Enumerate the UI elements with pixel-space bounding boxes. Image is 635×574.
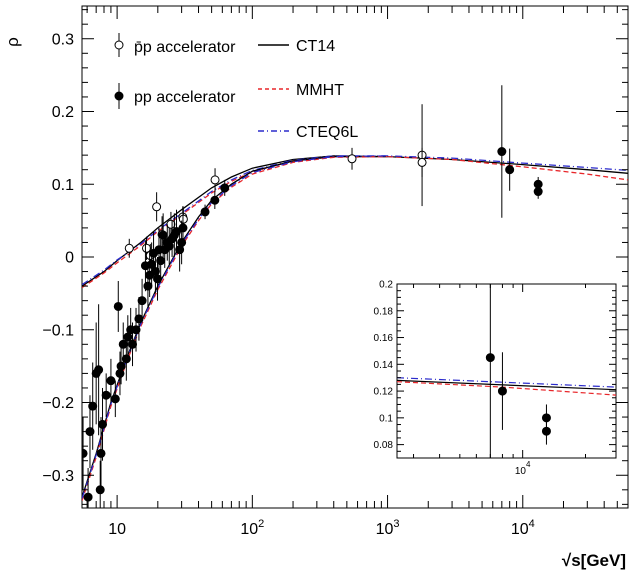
data-point-filled <box>210 195 220 205</box>
tick-label: 0 <box>65 250 74 267</box>
legend-entry-pbar-p: p̄p accelerator <box>114 33 236 57</box>
data-point-filled <box>101 390 111 400</box>
data-point-filled <box>131 325 141 335</box>
y-axis-label: ρ <box>3 37 22 47</box>
tick-label: 102 <box>240 518 264 538</box>
tick-label: 104 <box>511 518 535 538</box>
inset-plot: 0.2 0.18 0.16 0.14 0.12 0.1 0.08 104 <box>374 280 617 477</box>
tick-label: 0.12 <box>374 387 394 398</box>
data-point-filled <box>121 354 131 364</box>
tick-label: −0.3 <box>42 468 74 485</box>
curve-mmht <box>82 155 628 289</box>
legend-entry-pp: pp accelerator <box>114 83 236 109</box>
tick-label: 0.1 <box>379 413 393 424</box>
tick-label: 0.2 <box>379 280 393 291</box>
data-point-open <box>210 175 220 185</box>
tick-label-exponent: 3 <box>393 518 399 530</box>
data-point-filled <box>128 339 138 349</box>
y-axis-ticks: 0.3 0.2 0.1 0 −0.1 −0.2 −0.3 <box>42 9 628 505</box>
tick-label: 0.2 <box>52 104 74 121</box>
data-point-open <box>124 243 134 253</box>
data-point-filled <box>82 448 88 458</box>
tick-label: 0.16 <box>374 333 394 344</box>
data-point-filled <box>485 353 495 363</box>
inset-data-points <box>485 284 551 458</box>
curve-ct14 <box>397 379 616 391</box>
data-point-filled <box>505 165 515 175</box>
tick-label: 0.18 <box>374 306 394 317</box>
data-point-filled <box>497 386 507 396</box>
tick-label-exponent: 4 <box>529 518 535 530</box>
data-point-filled <box>106 376 116 386</box>
data-point-filled <box>178 223 188 233</box>
data-point-filled <box>175 245 185 255</box>
data-point-filled <box>110 394 120 404</box>
data-point-open <box>166 219 176 229</box>
data-point-filled <box>153 274 163 284</box>
data-point-filled <box>134 314 144 324</box>
tick-label-exponent: 2 <box>258 518 264 530</box>
data-point-filled <box>116 361 126 371</box>
data-point-open <box>142 243 152 253</box>
x-axis-label: √s[GeV] <box>562 551 626 570</box>
data-point-open <box>417 157 427 167</box>
tick-label: 0.1 <box>52 177 74 194</box>
open-circle-marker-icon <box>114 40 124 50</box>
data-point-filled <box>200 207 210 217</box>
data-point-filled <box>88 401 98 411</box>
data-point-filled <box>147 259 157 269</box>
legend: p̄p accelerator pp accelerator CT14 MMHT… <box>114 33 358 141</box>
legend-label: p̄p accelerator <box>134 39 236 56</box>
inset-frame <box>396 283 617 459</box>
data-point-filled <box>96 448 106 458</box>
data-point-filled <box>137 296 147 306</box>
data-point-filled <box>83 492 93 502</box>
data-point-open <box>347 154 357 164</box>
data-point-filled <box>177 237 187 247</box>
tick-label: 10 <box>108 521 126 538</box>
data-point-filled <box>158 230 168 240</box>
tick-label: 0.14 <box>374 360 394 371</box>
legend-label: pp accelerator <box>134 89 236 106</box>
data-point-filled <box>98 419 108 429</box>
tick-label: 0.3 <box>52 31 74 48</box>
inset-y-axis-ticks: 0.2 0.18 0.16 0.14 0.12 0.1 0.08 <box>374 280 616 459</box>
legend-entry-ct14: CT14 <box>258 38 335 55</box>
tick-label: −0.1 <box>42 322 74 339</box>
legend-entry-cteq6l: CTEQ6L <box>258 124 358 141</box>
data-point-filled <box>115 368 125 378</box>
curve-cteq6l <box>397 377 616 388</box>
data-point-filled <box>95 485 105 495</box>
tick-label: 104 <box>515 460 531 477</box>
data-point-filled <box>156 256 166 266</box>
curve-pp-model-cteq6l- <box>82 155 388 499</box>
data-point-filled <box>533 187 543 197</box>
tick-label-exponent: 4 <box>526 460 531 469</box>
data-point-filled <box>118 339 128 349</box>
tick-label: −0.2 <box>42 395 74 412</box>
tick-label: 0.08 <box>374 440 394 451</box>
legend-label: CT14 <box>296 38 335 55</box>
data-point-filled <box>150 267 160 277</box>
tick-label: 103 <box>376 518 400 538</box>
legend-label: MMHT <box>296 82 344 99</box>
data-point-filled <box>94 365 104 375</box>
legend-entry-mmht: MMHT <box>258 82 344 99</box>
data-point-filled <box>541 426 551 436</box>
curve-cteq6l <box>82 155 628 286</box>
data-points <box>82 85 543 508</box>
data-point-filled <box>497 147 507 157</box>
data-point-open <box>152 202 162 212</box>
curve-ct14 <box>82 155 628 287</box>
main-plot: 0.3 0.2 0.1 0 −0.1 −0.2 −0.3 10 102 103 104 ρ √s[… <box>3 5 629 570</box>
legend-label: CTEQ6L <box>296 124 358 141</box>
data-point-filled <box>220 183 230 193</box>
data-point-filled <box>113 301 123 311</box>
data-point-filled <box>143 281 153 291</box>
filled-circle-marker-icon <box>114 91 124 101</box>
